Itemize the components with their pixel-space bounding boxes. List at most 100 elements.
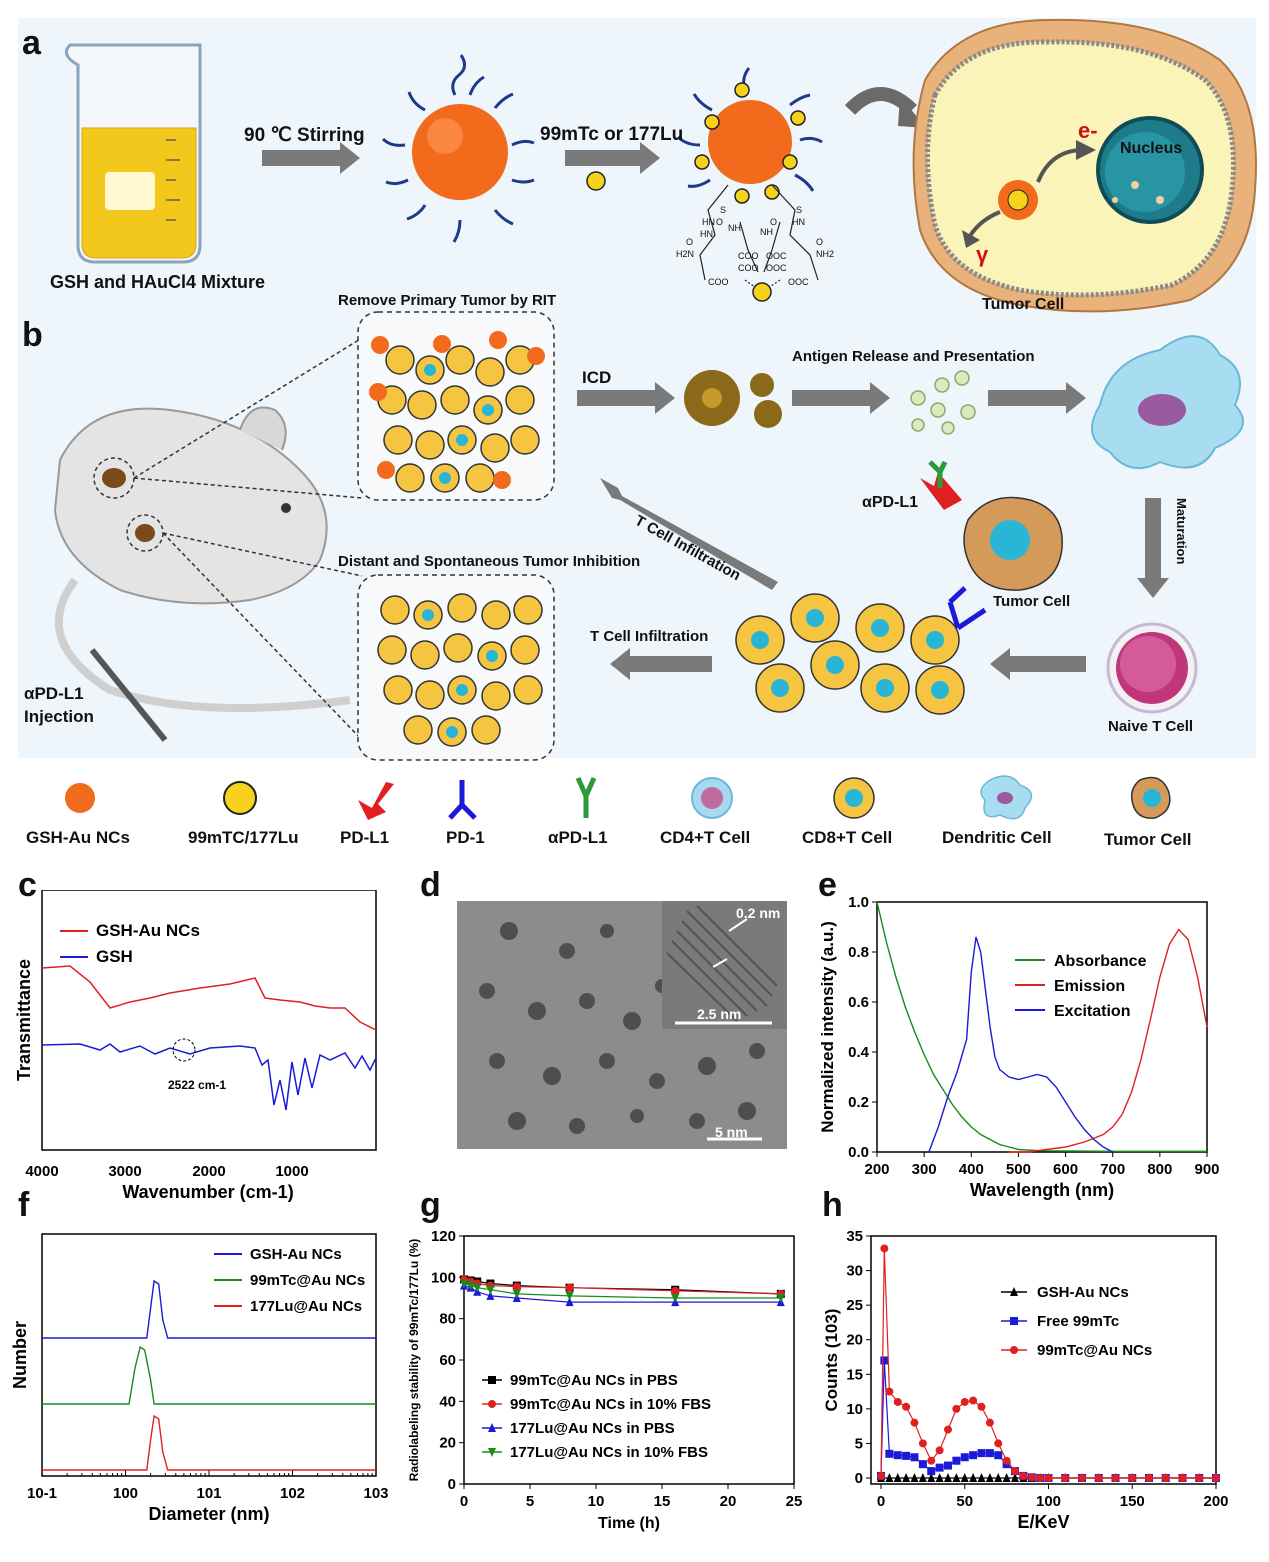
data-point — [1128, 1474, 1137, 1482]
data-point — [1111, 1474, 1120, 1482]
step2-label: 99mTc or 177Lu — [540, 124, 684, 145]
series-line-99mtc@au ncs — [42, 1345, 376, 1405]
data-point — [460, 1279, 468, 1289]
panel-c-ylabel: Transmittance — [14, 959, 34, 1081]
chem-label: COO — [738, 251, 759, 261]
data-point — [1078, 1474, 1086, 1482]
legend-gsh-c: GSH — [96, 947, 133, 966]
arrow-step1 — [262, 142, 360, 174]
gamma-label: γ — [976, 242, 989, 267]
panel-label-g: g — [420, 1186, 441, 1224]
data-point — [1145, 1474, 1153, 1482]
chem-label: OOC — [766, 263, 787, 273]
panel-h-ylabel: Counts (103) — [822, 1309, 841, 1412]
y-tick-label: 40 — [439, 1393, 456, 1410]
data-point — [935, 1446, 944, 1455]
series-line-emission — [1009, 928, 1208, 1153]
data-point — [486, 1285, 495, 1295]
data-point — [977, 1449, 986, 1458]
legend-gsh-au-nc-c: GSH-Au NCs — [96, 921, 200, 940]
legend-cd8: CD8+T Cell — [802, 828, 893, 847]
y-tick-label: 0.4 — [848, 1044, 870, 1061]
y-tick-label: 0 — [855, 1470, 863, 1487]
y-tick-label: 1.0 — [848, 894, 869, 911]
data-point — [977, 1473, 986, 1482]
x-tick-label: 800 — [1147, 1161, 1172, 1178]
y-tick-label: 5 — [855, 1435, 863, 1452]
data-point — [902, 1451, 911, 1460]
data-point — [952, 1473, 961, 1482]
data-point — [960, 1473, 969, 1482]
data-point — [927, 1467, 936, 1476]
data-point — [776, 1294, 785, 1303]
x-tick-label: 10-1 — [27, 1485, 57, 1502]
data-point — [671, 1294, 680, 1303]
panel-c-ftir-chart: 2522 cm-1 GSH-Au NCs GSH Transmittance 4… — [14, 890, 377, 1202]
panel-f-ylabel: Number — [10, 1321, 30, 1389]
tumor-cell-label-a: Tumor Cell — [982, 296, 1065, 313]
injection-label-1: αPD-L1 — [24, 684, 84, 703]
data-point — [565, 1283, 574, 1292]
tumor-cell-large-illustration — [912, 18, 1257, 313]
panel-label-c: c — [18, 866, 37, 904]
data-point — [512, 1282, 521, 1291]
x-tick-label: 900 — [1194, 1161, 1219, 1178]
data-point — [918, 1460, 927, 1469]
y-tick-label: 60 — [439, 1352, 456, 1369]
data-point — [985, 1473, 994, 1482]
cell-clusters — [369, 331, 545, 747]
x-tick-label: 101 — [196, 1485, 221, 1502]
data-point — [880, 1244, 889, 1253]
data-point — [1027, 1473, 1036, 1482]
legend-label: Absorbance — [1054, 953, 1147, 970]
y-tick-label: 0.0 — [848, 1144, 869, 1161]
legend-apdl1: αPD-L1 — [548, 828, 608, 847]
arrow-antigen-1 — [792, 382, 890, 414]
data-point — [877, 1471, 885, 1480]
legend-label: Excitation — [1054, 1003, 1130, 1020]
x-tick-label: 15 — [654, 1493, 671, 1510]
panel-e-frame — [876, 901, 1208, 1153]
y-tick-label: 100 — [431, 1269, 456, 1286]
panel-label-f: f — [18, 1186, 30, 1224]
series-line-absorbance — [876, 901, 1207, 1152]
data-point — [1011, 1473, 1019, 1482]
data-point — [671, 1286, 680, 1295]
x-tick-label: 0 — [877, 1493, 885, 1510]
data-point — [918, 1439, 927, 1448]
legend-marker — [488, 1448, 496, 1457]
chelator-chem-labels: S S O HN NH O NH HN O HN O H2N COO OOC N… — [676, 205, 834, 305]
series-line-gsh-au ncs — [42, 1279, 376, 1339]
data-point — [1002, 1473, 1011, 1482]
panel-f-frame — [41, 1233, 377, 1477]
data-point — [910, 1418, 919, 1427]
arrow-step2 — [565, 142, 660, 174]
data-point — [927, 1473, 936, 1482]
series-line — [463, 1285, 781, 1303]
x-tick-label: 200 — [864, 1161, 889, 1178]
legend-pdl1: PD-L1 — [340, 828, 390, 847]
tem-inset-scale: 2.5 nm — [697, 1006, 742, 1022]
data-point — [944, 1473, 952, 1482]
data-point — [565, 1297, 574, 1307]
legend-radionuclide: 99mTC/177Lu — [188, 828, 299, 847]
y-tick-label: 120 — [431, 1228, 456, 1245]
legend-gsh-au-nc: GSH-Au NCs — [26, 828, 130, 847]
data-point — [885, 1387, 894, 1396]
data-point — [885, 1449, 894, 1458]
y-tick-label: 0 — [448, 1476, 456, 1493]
legend-dendritic: Dendritic Cell — [942, 828, 1052, 847]
panel-e-chart: 200 300 400 500 600 700 800 900 0.0 0.2 0.4 0.6 0.8 1… — [818, 894, 1220, 1200]
chem-label: O — [770, 217, 778, 227]
legend-marker — [488, 1400, 496, 1408]
tumor-cell-label-b: Tumor Cell — [993, 593, 1071, 610]
dendritic-cell — [1091, 335, 1244, 470]
data-point — [935, 1473, 944, 1482]
data-point — [1195, 1474, 1204, 1482]
beaker-illustration — [64, 43, 202, 264]
x-tick-label: 100 — [113, 1485, 138, 1502]
data-point — [466, 1281, 475, 1291]
legend-tumor: Tumor Cell — [1104, 830, 1192, 849]
y-tick-label: 10 — [846, 1401, 863, 1418]
panel-label-a: a — [22, 24, 41, 62]
